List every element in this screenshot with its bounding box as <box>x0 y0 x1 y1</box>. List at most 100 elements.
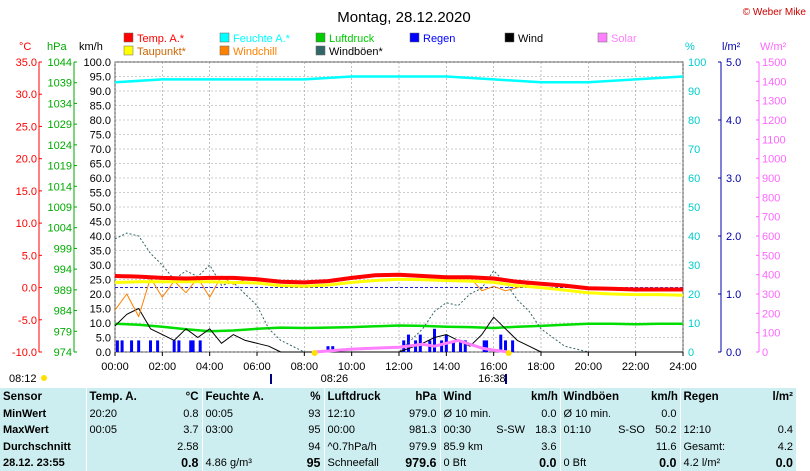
pressure-tick-label: 999 <box>54 243 72 255</box>
temp-tick-label: 15.0 <box>16 186 37 198</box>
stats-row-min: MinWert 20:20 0.8 00:05 93 12:10 979.0 Ø… <box>0 406 796 422</box>
temp-tick-label: -5.0 <box>18 315 37 327</box>
rain-bar <box>189 340 193 352</box>
legend-swatch <box>315 45 326 56</box>
rain-tick-label: 5.0 <box>726 57 741 69</box>
wind-tick-label: 5.0 <box>96 333 111 345</box>
gust-info: Ø 10 min. <box>559 406 610 422</box>
hdr-rain-unit: l/m² <box>772 391 793 403</box>
rain-value <box>746 406 796 422</box>
rain-bar <box>463 340 467 352</box>
row-label: Durchschnitt <box>3 440 71 453</box>
hdr-hum-name: Feuchte A. <box>201 388 266 406</box>
rain-extra <box>726 422 746 438</box>
legend-label: Taupunkt* <box>137 46 187 58</box>
axes: 35.0 30.0 25.0 20.0 15.0 10.0 5.0 0.0 -5.0 -10.0 1… <box>12 57 787 373</box>
wind-info: 0 Bft <box>439 455 490 471</box>
unit-solar: W/m² <box>760 41 787 53</box>
rain-bar <box>149 340 152 352</box>
pressure-tick-label: 1009 <box>48 202 72 214</box>
x-tick-label: 22:00 <box>622 361 650 373</box>
wind-info: 00:30 <box>439 422 490 438</box>
solar-tick-label: 1300 <box>762 96 786 108</box>
rain-tick-label: 3.0 <box>726 173 741 185</box>
pressure-tick-label: 979 <box>54 326 72 338</box>
temp-tick-label: 20.0 <box>16 154 37 166</box>
hdr-press-unit: hPa <box>415 391 437 403</box>
axis-units: °C hPa km/h% l/m² W/m² <box>19 41 787 53</box>
pressure-tick-label: 1014 <box>48 181 72 193</box>
chart-title: Montag, 28.12.2020 <box>337 9 470 26</box>
legend: Temp. A.* Feuchte A.* Luftdruck Regen Wind So… <box>123 32 637 58</box>
wind-dir <box>490 438 528 455</box>
wind-tick-label: 40.0 <box>90 231 111 243</box>
wind-tick-label: 10.0 <box>90 318 111 330</box>
rain-tick-label: 0.0 <box>726 347 741 359</box>
pressure-tick-label: 1039 <box>48 78 72 90</box>
unit-temp: °C <box>19 41 31 53</box>
humidity-tick-label: 0 <box>688 347 694 359</box>
legend-swatch <box>123 32 134 43</box>
unit-wind: km/h <box>79 41 103 53</box>
rain-info: Gesamt: <box>679 438 726 455</box>
x-tick-label: 00:00 <box>101 361 129 373</box>
hum-value: 95 <box>306 456 321 470</box>
temp-tick-label: 10.0 <box>16 218 37 230</box>
legend-label: Wind <box>518 33 543 45</box>
row-label: 28.12. 23:55 <box>3 457 65 469</box>
hdr-temp-unit: °C <box>185 391 199 403</box>
wind-tick-label: 75.0 <box>90 130 111 142</box>
solar-tick-label: 1100 <box>762 134 786 146</box>
legend-label: Luftdruck <box>329 33 375 45</box>
wind-tick-label: 50.0 <box>90 202 111 214</box>
rain-bar <box>511 340 515 352</box>
solar-tick-label: 900 <box>762 173 780 185</box>
weather-chart: Montag, 28.12.2020 © Weber Mike Temp. A.… <box>9 7 807 385</box>
temp-tick-label: 5.0 <box>22 250 37 262</box>
rain-bar <box>459 340 463 352</box>
pressure-tick-label: 1044 <box>48 57 72 69</box>
stats-row-max: MaxWert 00:05 3.7 03:00 95 00:00 981.3 0… <box>0 422 796 438</box>
rain-bar <box>485 340 489 352</box>
hum-time: 00:05 <box>201 406 266 422</box>
solar-tick-label: 0 <box>762 347 768 359</box>
humidity-tick-label: 70 <box>688 144 700 156</box>
wind-tick-label: 60.0 <box>90 173 111 185</box>
temp-tick-label: 0.0 <box>22 283 37 295</box>
statistics-table: Sensor Temp. A. °C Feuchte A. % Luftdruc… <box>0 388 796 471</box>
sunrise-tick-icon <box>270 374 272 384</box>
pressure-tick-label: 1019 <box>48 161 72 173</box>
abs-humidity: 4.86 g/m³ <box>201 455 266 471</box>
gust-value: 11.6 <box>655 440 677 453</box>
pressure-tick-label: 1034 <box>48 98 72 110</box>
rain-bar <box>451 340 455 352</box>
hdr-gust-name: Windböen <box>559 388 648 406</box>
solar-tick-label: 400 <box>762 270 780 282</box>
wind-tick-label: 100.0 <box>83 57 111 69</box>
sunrise-icon <box>311 350 318 356</box>
rain-bar <box>433 328 436 352</box>
legend-swatch <box>409 32 420 43</box>
rain-bar <box>326 346 330 352</box>
wind-dir: S-SW <box>496 424 525 436</box>
hum-value: 93 <box>308 408 321 420</box>
series-line-taupunkt <box>114 277 684 297</box>
pressure-tick-label: 1004 <box>48 223 72 235</box>
wind-tick-label: 70.0 <box>90 144 111 156</box>
humidity-tick-label: 30 <box>688 260 700 272</box>
rain-bar <box>137 340 141 352</box>
humidity-tick-label: 90 <box>688 86 700 98</box>
temp-tick-label: 30.0 <box>16 89 37 101</box>
sun-markers: 08:26 16:38 08:12 <box>9 350 512 385</box>
hdr-rain-name: Regen <box>679 388 746 406</box>
temp-time <box>85 455 142 471</box>
wind-value: 0.0 <box>541 408 557 420</box>
stats-header-row: Sensor Temp. A. °C Feuchte A. % Luftdruc… <box>0 388 796 406</box>
solar-tick-label: 200 <box>762 308 780 320</box>
series-line-temp-a <box>114 272 683 292</box>
hum-value: 94 <box>308 440 321 453</box>
press-trend: ^0.7hPa/h <box>323 438 386 455</box>
press-value: 979.9 <box>408 440 437 453</box>
rain-info <box>679 406 726 422</box>
humidity-tick-label: 50 <box>688 202 700 214</box>
